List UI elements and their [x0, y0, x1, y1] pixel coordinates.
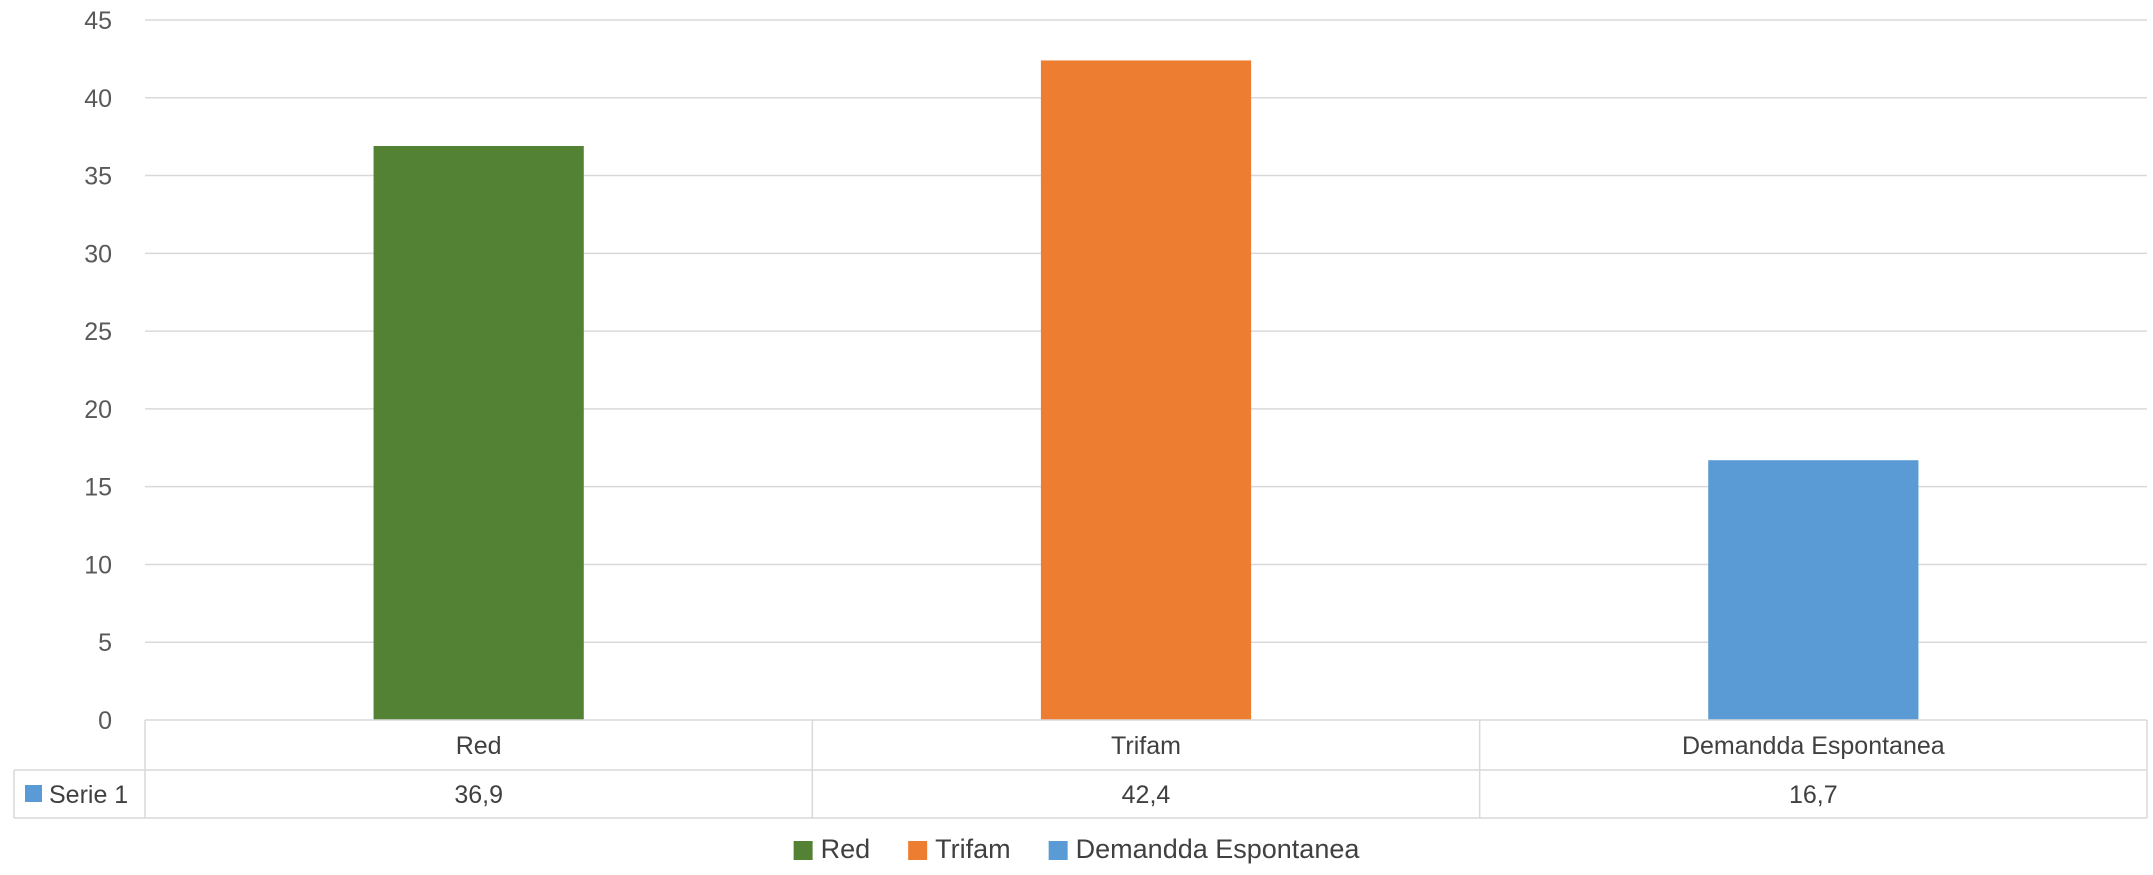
bars — [373, 60, 1919, 720]
y-tick-label: 25 — [84, 318, 112, 346]
y-tick-label: 10 — [84, 551, 112, 579]
category-label: Demandda Espontanea — [1682, 732, 1945, 760]
data-label: 16,7 — [1789, 781, 1838, 809]
bar — [1708, 460, 1919, 720]
bar — [373, 146, 584, 720]
series-key-swatch — [25, 785, 42, 802]
legend-swatch — [908, 841, 928, 860]
y-tick-label: 20 — [84, 396, 112, 424]
y-tick-label: 45 — [84, 7, 112, 35]
data-label: 36,9 — [454, 781, 503, 809]
y-tick-label: 30 — [84, 240, 112, 268]
category-label: Red — [456, 732, 502, 760]
y-tick-label: 35 — [84, 163, 112, 191]
bar — [1040, 60, 1252, 720]
data-table: Red Trifam Demandda Espontanea Serie 1 36,9 4… — [13, 719, 2148, 819]
legend: Red Trifam Demandda Espontanea — [793, 834, 1361, 864]
legend-swatch — [1048, 841, 1068, 860]
y-tick-label: 5 — [98, 629, 112, 657]
series-name: Serie 1 — [49, 781, 128, 809]
category-label: Trifam — [1111, 732, 1181, 760]
y-tick-label: 40 — [84, 85, 112, 113]
y-tick-label: 15 — [84, 474, 112, 502]
legend-swatch — [793, 841, 813, 860]
data-label: 42,4 — [1122, 781, 1171, 809]
y-tick-label: 0 — [98, 707, 112, 735]
y-axis-ticks: 0 5 10 15 20 25 30 35 40 45 — [84, 7, 112, 735]
legend-label: Trifam — [935, 834, 1011, 864]
legend-label: Demandda Espontanea — [1076, 834, 1361, 864]
legend-label: Red — [821, 834, 871, 864]
